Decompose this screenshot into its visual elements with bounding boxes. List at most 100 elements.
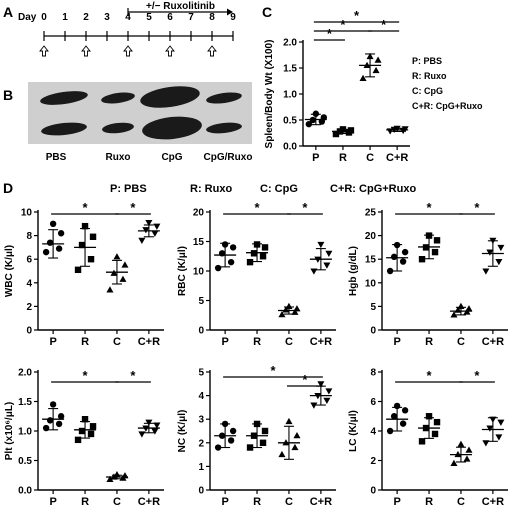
- data-point: [113, 253, 121, 260]
- y-axis-label: NC (K/μl): [177, 410, 188, 453]
- data-point: [323, 397, 331, 404]
- data-point: [433, 418, 441, 426]
- data-point: [214, 444, 222, 451]
- data-point: [57, 413, 65, 420]
- timeline-day-7: 7: [188, 12, 194, 23]
- chart-plt: 0.0 0.5 1.0 1.5 2.0 Plt (x10⁶/μL) P R C C+R * *: [4, 368, 164, 508]
- x-tick-label: C: [366, 152, 374, 164]
- data-point: [431, 248, 439, 256]
- y-tick-label: 1.5: [283, 64, 297, 75]
- panel-d-legend: P: PBS R: Ruxo C: CpG C+R: CpG+Ruxo: [110, 183, 416, 195]
- significance-star: *: [427, 368, 433, 383]
- x-tick-label: P: [221, 496, 228, 508]
- y-tick-label: 0.0: [283, 142, 297, 153]
- y-tick-label: 0.5: [18, 456, 32, 467]
- y-tick-label: 20: [193, 208, 205, 219]
- data-point: [418, 256, 426, 263]
- data-point: [278, 310, 286, 318]
- data-point: [138, 237, 146, 244]
- significance-star: *: [302, 200, 308, 215]
- data-point: [495, 259, 503, 266]
- y-axis-label: LC (K/μl): [348, 410, 359, 452]
- timeline-day-9: 9: [230, 12, 236, 23]
- chart-nc: 0 1 2 3 4 5 NC (K/μl) P R C C+R * *: [177, 363, 336, 508]
- x-tick-label: C+R: [482, 496, 504, 508]
- data-point: [246, 444, 254, 451]
- significance-star: *: [340, 17, 346, 32]
- data-point: [285, 417, 293, 425]
- data-point: [119, 275, 127, 282]
- x-tick-label: C: [285, 336, 293, 348]
- data-point: [497, 244, 505, 252]
- legend-entry-r: R: Ruxo: [412, 71, 447, 81]
- x-tick-label: P: [221, 336, 228, 348]
- data-point: [323, 262, 331, 269]
- legend-entry-cr: C+R: CpG+Ruxo: [412, 101, 483, 111]
- significance-star: *: [427, 200, 433, 215]
- panel-letter-a: A: [3, 4, 13, 20]
- x-tick-label: R: [253, 496, 261, 508]
- data-point: [74, 436, 82, 444]
- significance-star: *: [381, 17, 387, 32]
- data-point: [106, 475, 114, 482]
- spleen-ruxo-1: [101, 92, 135, 104]
- x-tick-label: P: [393, 496, 400, 508]
- data-point: [227, 258, 235, 266]
- data-point: [390, 413, 398, 420]
- data-point: [390, 253, 398, 261]
- data-point: [310, 402, 318, 409]
- x-tick-label: P: [49, 496, 56, 508]
- data-point: [325, 388, 333, 395]
- data-point: [425, 413, 433, 420]
- data-point: [450, 459, 458, 467]
- chart-c: 0.0 0.5 1.0 1.5 2.0 Spleen/Body Wt (X100) P R C C…: [264, 8, 410, 164]
- significance-star: *: [474, 200, 480, 215]
- data-point: [106, 286, 114, 293]
- y-axis-label: RBC (K/μl): [177, 246, 188, 296]
- injection-arrow-icon: [39, 45, 49, 57]
- x-tick-label: R: [81, 336, 89, 348]
- y-tick-label: 8: [26, 231, 32, 242]
- spleen-cpg-1: [140, 86, 200, 108]
- y-tick-label: 0.0: [18, 486, 32, 497]
- y-tick-label: 2: [26, 302, 32, 313]
- data-point: [259, 439, 267, 446]
- y-tick-label: 6: [370, 397, 376, 408]
- data-point: [121, 261, 129, 268]
- significance-star: *: [354, 8, 360, 23]
- y-tick-label: 5: [198, 296, 204, 307]
- data-point: [347, 127, 355, 134]
- data-point: [278, 450, 286, 458]
- y-tick-label: 4: [26, 278, 32, 289]
- x-tick-label: R: [425, 496, 433, 508]
- significance-star: *: [83, 368, 89, 383]
- photo-label-cpg-ruxo: CpG/Ruxo: [204, 152, 253, 163]
- data-point: [431, 430, 439, 438]
- photo-label-pbs: PBS: [46, 152, 67, 163]
- timeline-day-4: 4: [125, 12, 131, 23]
- data-point: [229, 427, 237, 435]
- data-point: [138, 431, 146, 438]
- data-point: [227, 437, 235, 444]
- x-tick-label: C: [457, 496, 465, 508]
- data-point: [463, 455, 471, 462]
- y-tick-label: 0: [370, 326, 376, 337]
- y-tick-label: 6: [26, 255, 32, 266]
- chart-lc: 0 2 4 6 8 LC (K/μl) P R C C+R * *: [348, 368, 508, 508]
- x-tick-label: C+R: [386, 152, 408, 164]
- data-point: [78, 427, 86, 435]
- panel-letter-d: D: [3, 180, 13, 196]
- data-point: [482, 268, 490, 275]
- data-point: [433, 237, 441, 244]
- data-point: [55, 420, 63, 428]
- photo-label-ruxo: Ruxo: [106, 152, 131, 163]
- data-point: [81, 222, 89, 230]
- data-point: [465, 446, 473, 453]
- header-legend-r: R: Ruxo: [190, 183, 232, 195]
- spleen-photo: PBS Ruxo CpG CpG/Ruxo: [28, 82, 252, 163]
- y-tick-label: 0.5: [283, 116, 297, 127]
- data-point: [46, 417, 54, 424]
- data-point: [74, 266, 82, 274]
- y-tick-label: 5: [198, 368, 204, 379]
